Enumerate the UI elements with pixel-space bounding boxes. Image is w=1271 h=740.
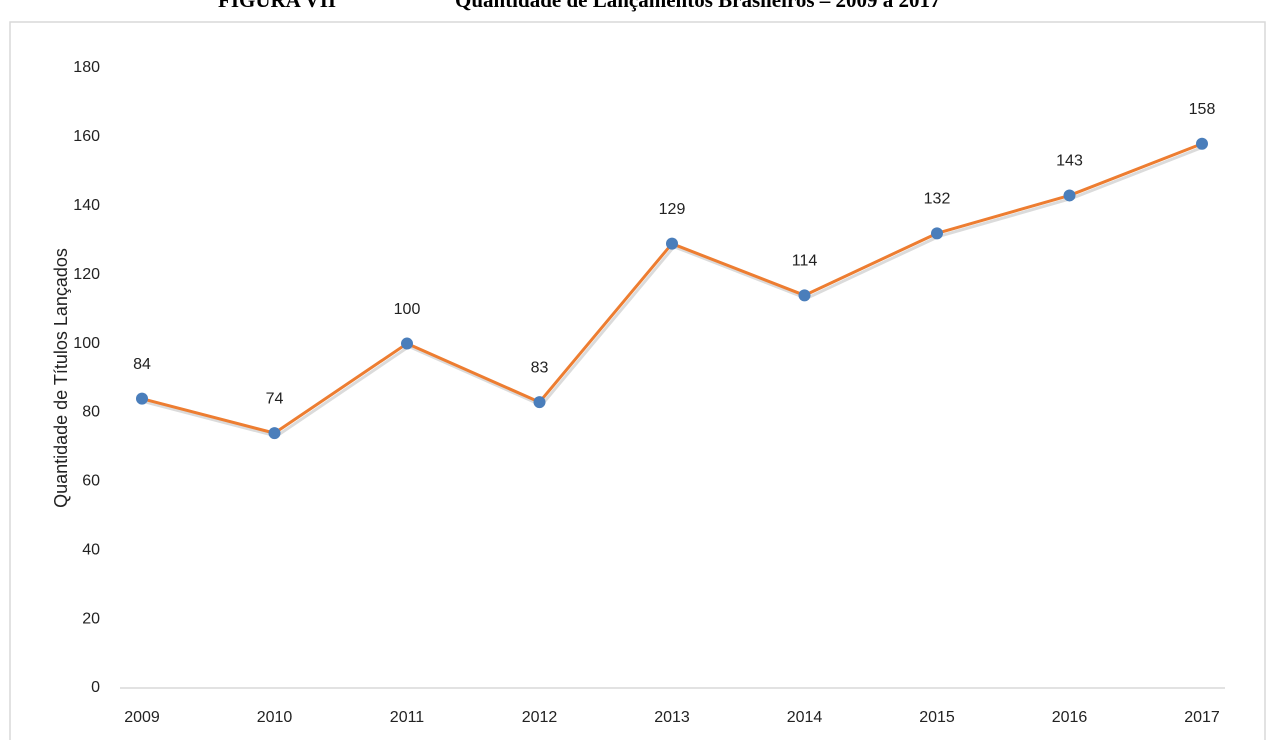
y-tick-label: 80 bbox=[82, 404, 100, 421]
data-label: 114 bbox=[792, 253, 818, 270]
marker bbox=[533, 396, 546, 409]
x-tick-label: 2017 bbox=[1184, 709, 1220, 726]
x-tick-label: 2012 bbox=[522, 709, 558, 726]
data-label: 84 bbox=[133, 356, 151, 373]
x-tick-label: 2011 bbox=[390, 709, 425, 726]
data-label: 100 bbox=[394, 301, 421, 318]
data-label: 143 bbox=[1056, 153, 1083, 170]
data-label: 83 bbox=[531, 359, 549, 376]
y-tick-label: 120 bbox=[73, 266, 100, 283]
chart-frame bbox=[9, 21, 1266, 740]
y-tick-label: 20 bbox=[82, 610, 100, 627]
data-label: 74 bbox=[266, 390, 284, 407]
marker bbox=[268, 427, 281, 440]
figure-label: FIGURA VII bbox=[218, 0, 336, 12]
y-tick-label: 40 bbox=[82, 541, 100, 558]
y-tick-label: 60 bbox=[82, 473, 100, 490]
chart-title: Quantidade de Lançamentos Brasileiros – … bbox=[455, 0, 941, 12]
marker bbox=[401, 337, 413, 350]
marker bbox=[666, 237, 678, 250]
y-tick-label: 140 bbox=[73, 197, 100, 214]
data-label: 129 bbox=[659, 201, 686, 218]
marker bbox=[136, 392, 148, 405]
marker bbox=[1063, 189, 1076, 202]
marker bbox=[1196, 137, 1208, 150]
x-tick-label: 2010 bbox=[257, 709, 293, 726]
x-tick-label: 2014 bbox=[787, 709, 823, 726]
y-axis-label: Quantidade de Títulos Lançados bbox=[51, 248, 71, 508]
data-label: 132 bbox=[924, 191, 951, 208]
y-tick-label: 100 bbox=[73, 335, 100, 352]
y-tick-label: 0 bbox=[91, 679, 100, 696]
marker bbox=[798, 289, 811, 302]
x-tick-label: 2016 bbox=[1052, 709, 1088, 726]
data-label: 158 bbox=[1189, 101, 1216, 118]
y-tick-label: 160 bbox=[73, 128, 100, 145]
y-tick-label: 180 bbox=[73, 59, 100, 76]
x-tick-label: 2009 bbox=[124, 709, 160, 726]
marker bbox=[931, 227, 943, 240]
x-tick-label: 2013 bbox=[654, 709, 690, 726]
x-tick-label: 2015 bbox=[919, 709, 955, 726]
